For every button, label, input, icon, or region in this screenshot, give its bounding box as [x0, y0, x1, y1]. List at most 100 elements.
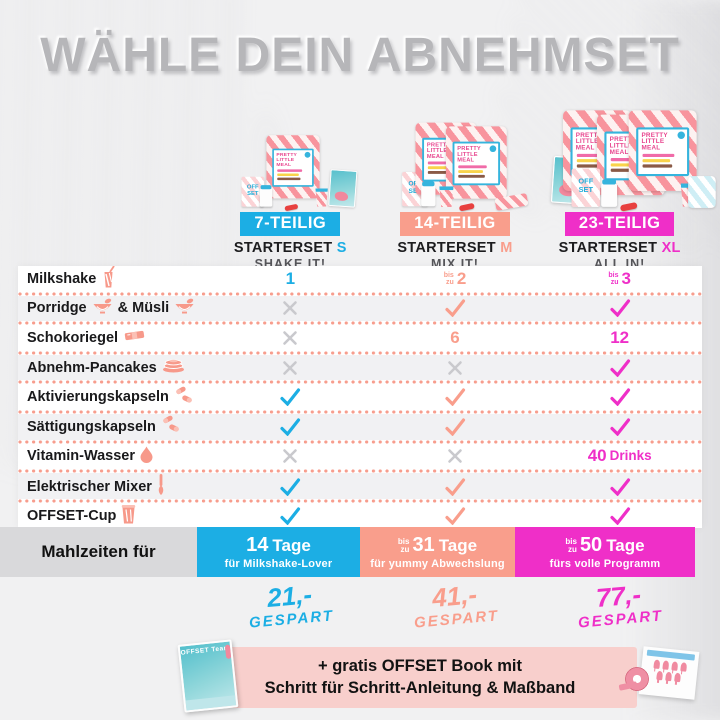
- table-row: Porridge & Müsli: [18, 295, 702, 322]
- days-unit: Tage: [272, 535, 311, 555]
- cross-icon: [283, 331, 298, 345]
- days-unit: Tage: [606, 535, 645, 555]
- value-cell-s: [208, 478, 373, 497]
- column-header-xl: 23-TEILIG STARTERSET XL ALL IN!: [537, 212, 702, 271]
- value-cell-s: [208, 388, 373, 407]
- dotted-separator: [18, 469, 702, 474]
- value-cell-s: [208, 506, 373, 525]
- days-box-m: bis zu 31 Tage für yummy Abwechslung: [360, 527, 515, 577]
- check-icon: [610, 388, 630, 407]
- droplet-icon: [140, 446, 153, 463]
- days-line: 14 Tage: [246, 535, 311, 557]
- offset-book-image: OFFSET Team: [177, 639, 239, 713]
- check-icon: [610, 506, 630, 525]
- value-cell-xl: 40 Drinks: [537, 446, 702, 466]
- measuring-tape-image: [618, 667, 651, 693]
- days-line: bis zu 31 Tage: [398, 535, 477, 557]
- value-cell-s: [208, 330, 373, 346]
- starterset-label-m: STARTERSET M: [397, 240, 513, 256]
- row-label: Aktivierungskapseln: [18, 386, 208, 409]
- value-number: 3: [621, 269, 631, 288]
- check-icon: [280, 388, 301, 407]
- table-row: Aktivierungskapseln: [18, 384, 702, 410]
- value-number: 2: [456, 269, 467, 288]
- vitamin-pouch: [688, 176, 716, 208]
- value-cell-m: [373, 506, 538, 525]
- value-cell-xl: 12: [537, 328, 702, 348]
- product-bag: PRETTY LITTLE MEAL: [628, 110, 697, 191]
- row-label: Milkshake: [18, 265, 208, 292]
- bowl-icon: [175, 299, 194, 314]
- value-number: 1: [285, 269, 296, 288]
- days-number: 14: [246, 533, 269, 556]
- table-row: Abnehm-Pancakes: [18, 354, 702, 381]
- row-label: Porridge & Müsli: [18, 298, 208, 318]
- dotted-separator: [18, 321, 702, 326]
- table-row: Sättigungskapseln: [18, 413, 702, 440]
- table-row: Schokoriegel 6 12: [18, 325, 702, 351]
- bis-zu-prefix: bis zu: [565, 537, 577, 555]
- comparison-table: Milkshake 1 bis zu 2 bis zu 3 Porridge & Müsli Sch…: [18, 265, 702, 529]
- banner-text-line1: + gratis OFFSET Book mit: [318, 657, 522, 675]
- product-cell-xl: PRETTY LITTLE MEAL PRETTY LITTLE MEAL PR…: [548, 100, 718, 212]
- starterset-letter: M: [500, 240, 513, 256]
- value-cell-s: [208, 448, 373, 464]
- red-accessory: [619, 201, 638, 212]
- teilig-badge-xl: 23-TEILIG: [564, 212, 675, 236]
- days-line: bis zu 50 Tage: [565, 535, 644, 557]
- value-cell-xl: [537, 418, 702, 437]
- bis-zu-prefix: bis zu: [397, 537, 410, 555]
- value-cell-s: [208, 418, 373, 437]
- product-bag: PRETTY LITTLE MEAL: [266, 135, 320, 199]
- value-number: 6: [450, 327, 460, 347]
- capsule-jar: [601, 179, 618, 207]
- dotted-separator: [18, 439, 702, 444]
- product-photo-s: OFF SET PRETTY LITTLE MEAL: [208, 106, 378, 212]
- row-label-text: Schokoriegel: [27, 329, 119, 346]
- capsule-jar: [421, 181, 436, 207]
- product-photo-xl: PRETTY LITTLE MEAL PRETTY LITTLE MEAL PR…: [548, 106, 718, 212]
- days-box-xl: bis zu 50 Tage fürs volle Programm: [515, 527, 695, 577]
- cross-icon: [283, 301, 298, 316]
- bis-zu-prefix: bis zu: [608, 272, 619, 286]
- cross-icon: [448, 360, 462, 375]
- days-subtitle: für yummy Abwechslung: [370, 557, 505, 570]
- row-label-text: Abnehm-Pancakes: [27, 359, 157, 376]
- meals-footer-row: Mahlzeiten für 14 Tage für Milkshake-Lover…: [0, 527, 695, 577]
- dotted-separator: [18, 380, 702, 385]
- column-headers-row: 7-TEILIG STARTERSET S SHAKE IT! 14-TEILIG ST…: [18, 212, 702, 271]
- row-label: Abnehm-Pancakes: [18, 358, 208, 377]
- column-header-s: 7-TEILIG STARTERSET S SHAKE IT!: [208, 212, 373, 271]
- check-icon: [445, 388, 466, 407]
- product-cell-m: OFFSET PRETTY LITTLE MEAL PRETTY LITTLE …: [378, 100, 548, 212]
- row-label-text: Vitamin-Wasser: [27, 448, 135, 465]
- value-cell-m: [373, 448, 538, 464]
- table-row: Vitamin-Wasser 40 Drinks: [18, 444, 702, 470]
- days-box-s: 14 Tage für Milkshake-Lover: [197, 527, 360, 577]
- check-icon: [445, 299, 466, 318]
- check-icon: [610, 478, 630, 497]
- row-label: Elektrischer Mixer: [18, 473, 208, 500]
- value-cell-m: [373, 388, 538, 407]
- value-cell-m: [373, 478, 538, 497]
- check-icon: [610, 299, 630, 318]
- check-icon: [445, 506, 466, 525]
- value-number: 12: [610, 327, 630, 347]
- value-cell-xl: [537, 358, 702, 377]
- milkshake-icon: [104, 265, 116, 288]
- row-label-text: OFFSET-Cup: [27, 507, 117, 524]
- pancakes-icon: [162, 359, 184, 373]
- row-label-text: Milkshake: [27, 271, 97, 287]
- teilig-badge-m: 14-TEILIG: [400, 212, 510, 236]
- check-icon: [445, 478, 466, 497]
- value-cell-m: [373, 360, 538, 376]
- bis-zu-prefix: bis zu: [443, 272, 454, 286]
- book-title: OFFSET Team: [180, 644, 231, 657]
- column-header-m: 14-TEILIG STARTERSET M MIX IT!: [373, 212, 538, 271]
- value-cell-xl: [537, 388, 702, 407]
- product-bag: PRETTY LITTLE MEAL: [445, 126, 507, 199]
- value-cell-xl: bis zu 3: [537, 269, 702, 289]
- row-label: OFFSET-Cup: [18, 504, 208, 528]
- value-number: 40: [587, 446, 607, 466]
